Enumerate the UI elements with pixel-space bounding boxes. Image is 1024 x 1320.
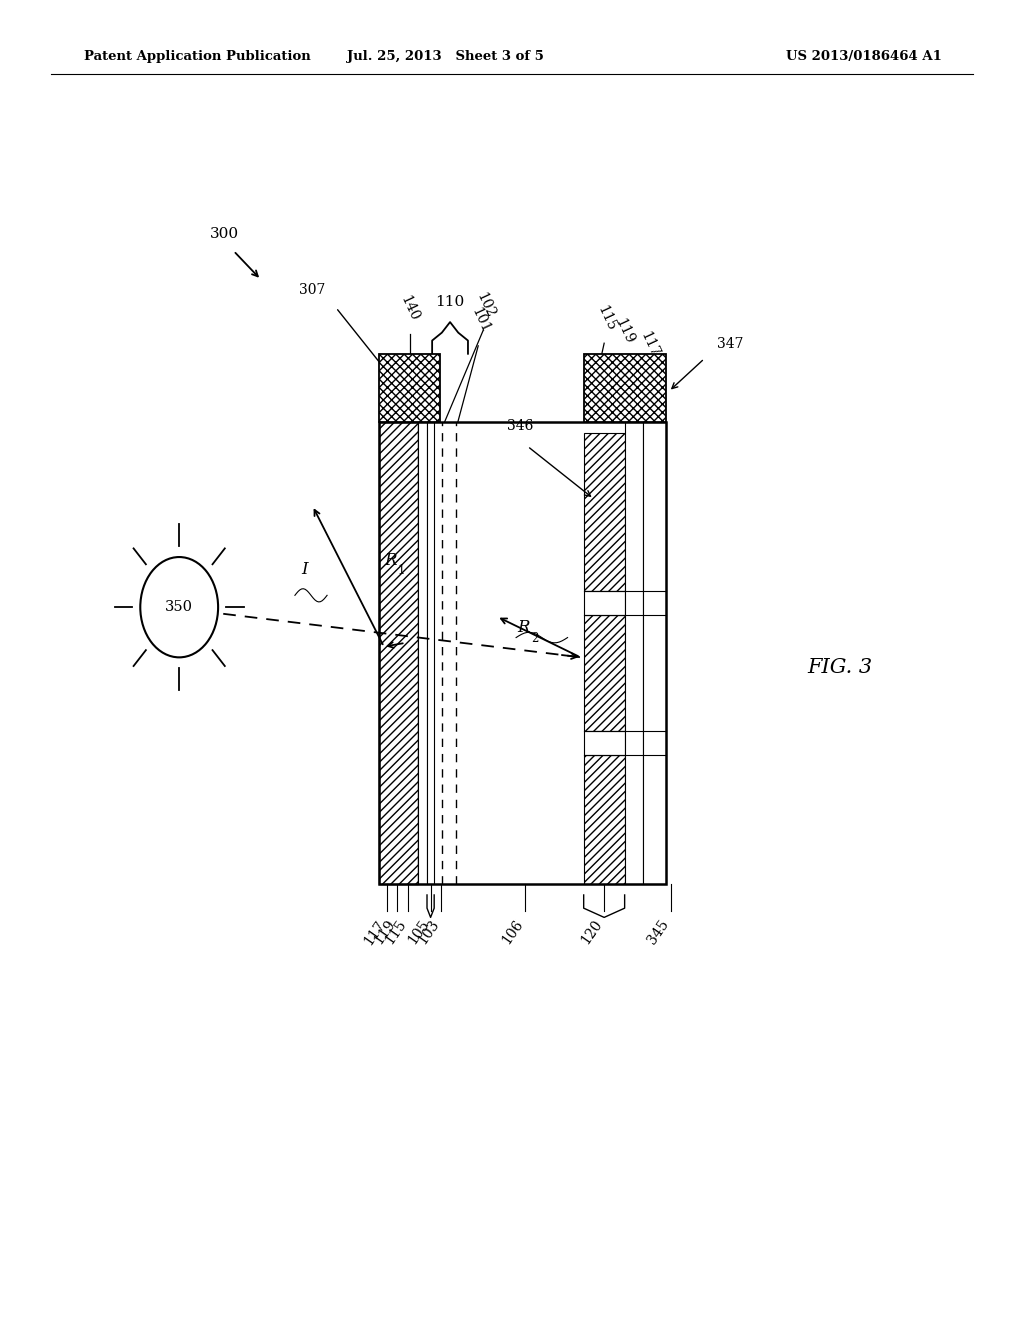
Bar <box>625 422 643 884</box>
Text: Jul. 25, 2013   Sheet 3 of 5: Jul. 25, 2013 Sheet 3 of 5 <box>347 50 544 63</box>
Text: 117: 117 <box>361 917 388 948</box>
Text: R: R <box>384 552 396 569</box>
Text: 117: 117 <box>637 330 662 359</box>
Text: 140: 140 <box>397 294 422 323</box>
Text: 115: 115 <box>382 917 409 948</box>
Circle shape <box>140 557 218 657</box>
Text: 345: 345 <box>645 917 672 946</box>
Text: 102: 102 <box>473 290 498 319</box>
Text: 307: 307 <box>299 284 326 297</box>
Text: 119: 119 <box>372 917 398 948</box>
Text: 119: 119 <box>612 317 637 346</box>
Text: 1: 1 <box>397 564 404 577</box>
Bar <box>379 422 666 884</box>
Text: 106: 106 <box>500 917 526 946</box>
Text: 101: 101 <box>468 306 493 335</box>
Text: 120: 120 <box>579 917 605 946</box>
Text: US 2013/0186464 A1: US 2013/0186464 A1 <box>786 50 942 63</box>
Bar <box>379 354 440 422</box>
Text: I: I <box>301 561 307 578</box>
Bar <box>584 755 625 884</box>
Text: FIG. 3: FIG. 3 <box>807 659 872 677</box>
Bar <box>643 422 666 884</box>
Text: 347: 347 <box>717 337 743 351</box>
Text: Patent Application Publication: Patent Application Publication <box>84 50 310 63</box>
Bar <box>584 433 625 591</box>
Bar <box>584 354 666 422</box>
Text: R: R <box>517 619 529 636</box>
Text: 103: 103 <box>416 917 442 946</box>
Bar <box>584 591 625 615</box>
Text: 346: 346 <box>507 420 534 433</box>
Bar <box>427 422 434 884</box>
Text: 2: 2 <box>531 631 539 644</box>
Bar <box>584 615 625 731</box>
Text: 350: 350 <box>165 601 194 614</box>
Text: 110: 110 <box>435 296 465 309</box>
Text: 115: 115 <box>594 304 618 333</box>
Text: 105: 105 <box>406 917 432 946</box>
Bar <box>379 422 418 884</box>
Bar <box>379 422 666 884</box>
Bar <box>418 422 427 884</box>
Bar <box>584 731 625 755</box>
Text: 300: 300 <box>210 227 239 240</box>
